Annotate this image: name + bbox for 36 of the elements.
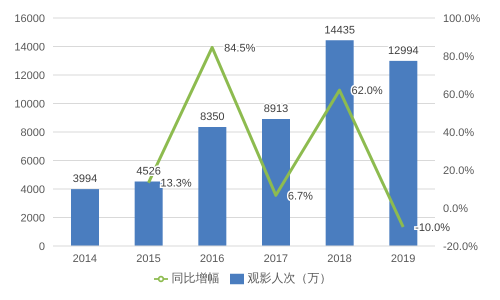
legend-label: 观影人次（万） xyxy=(248,271,332,285)
y-tick-label: 12000 xyxy=(14,70,45,82)
data-label: 14435 xyxy=(324,24,355,36)
x-tick-label: 2017 xyxy=(264,252,288,265)
y-tick-label: 2000 xyxy=(20,212,45,224)
y2-tick-label: 60.0% xyxy=(443,88,474,101)
x-tick-label: 2014 xyxy=(72,252,98,265)
y2-tick-label: -20.0% xyxy=(443,240,478,253)
y-tick-label: 16000 xyxy=(14,12,45,25)
y2-tick-label: 40.0% xyxy=(443,126,474,139)
bar xyxy=(389,60,418,246)
data-label: 12994 xyxy=(388,44,419,57)
legend-label: 同比增幅 xyxy=(172,271,220,285)
bar xyxy=(262,118,290,246)
y-tick-label: 10000 xyxy=(14,98,45,110)
y2-tick-label: 20.0% xyxy=(443,164,474,177)
data-label: 8913 xyxy=(264,102,288,115)
y-tick-label: 14000 xyxy=(14,41,45,54)
x-tick-label: 2019 xyxy=(390,252,416,265)
y-tick-label: 8000 xyxy=(20,126,45,139)
bar xyxy=(326,40,354,246)
x-tick-label: 2015 xyxy=(136,252,161,265)
bar xyxy=(71,189,99,246)
y-tick-label: 6000 xyxy=(20,155,45,168)
x-tick-label: 2018 xyxy=(327,252,352,265)
y2-tick-label: 80.0% xyxy=(443,50,474,63)
bar xyxy=(198,127,226,246)
x-tick-label: 2016 xyxy=(200,252,224,265)
y-tick-label: 0 xyxy=(38,240,45,253)
y2-tick-label: 0.0% xyxy=(443,202,468,215)
bar xyxy=(134,182,163,246)
y-tick-label: 4000 xyxy=(20,184,45,196)
data-label: 84.5% xyxy=(224,42,256,54)
data-label: 3994 xyxy=(72,173,98,186)
data-label: 8350 xyxy=(200,111,225,124)
y2-tick-label: 100.0% xyxy=(443,12,481,25)
